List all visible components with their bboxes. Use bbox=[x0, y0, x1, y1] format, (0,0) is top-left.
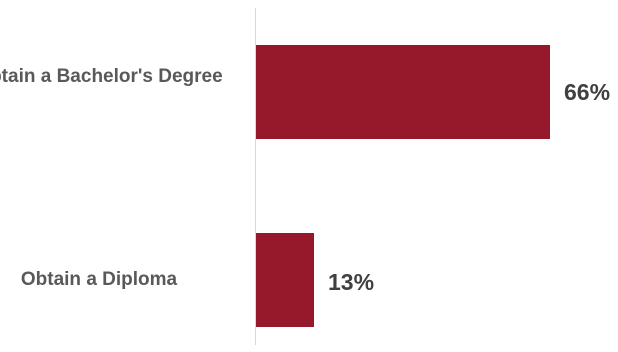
value-label-bachelors-degree: 66% bbox=[564, 79, 611, 105]
bar-diploma bbox=[256, 233, 314, 327]
category-label-diploma: Obtain a Diploma bbox=[20, 269, 178, 290]
bar-bachelors-degree bbox=[256, 45, 550, 139]
category-label-bachelors-degree: Obtain a Bachelor's Degree bbox=[0, 66, 223, 87]
value-label-diploma: 13% bbox=[328, 269, 375, 295]
